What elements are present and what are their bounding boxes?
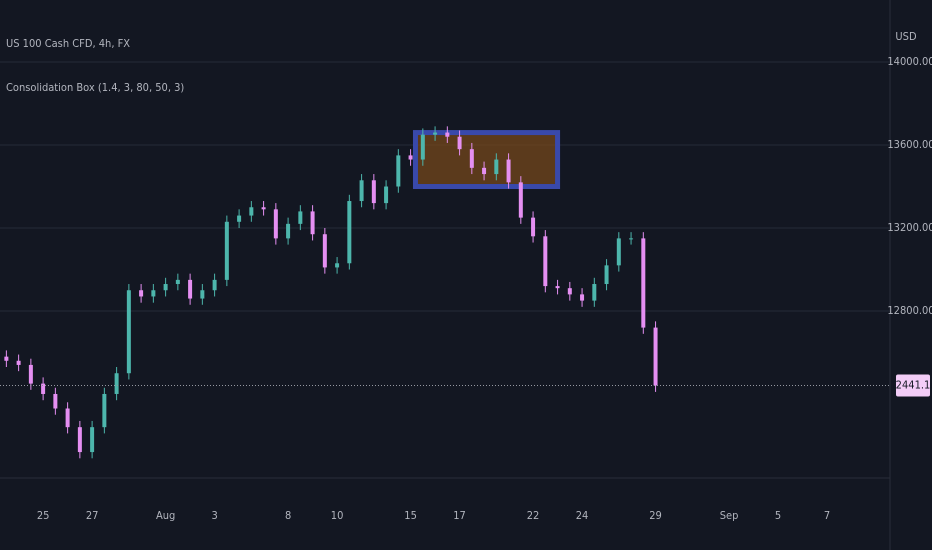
- x-tick-label: 17: [453, 509, 466, 522]
- candle-body: [567, 288, 572, 295]
- candle-body: [482, 167, 487, 175]
- y-tick-label: 12800.00: [887, 304, 932, 317]
- candle-body: [4, 356, 9, 361]
- candle-body: [212, 279, 217, 291]
- last-price-tag: [896, 374, 930, 397]
- candle-body: [335, 263, 340, 268]
- x-tick-label: 25: [37, 509, 50, 522]
- x-tick-label: Aug: [156, 509, 175, 522]
- y-tick-label: 14000.00: [887, 55, 932, 68]
- candle-body: [286, 223, 291, 239]
- x-tick-label: 27: [86, 509, 99, 522]
- last-price-label: 12441.10: [889, 378, 932, 391]
- consolidation-box: [412, 130, 561, 190]
- marks: [0, 126, 890, 459]
- x-tick-label: 29: [649, 509, 662, 522]
- candle-body: [518, 182, 523, 218]
- candle-body: [359, 180, 364, 202]
- candle-body: [28, 364, 33, 384]
- candle-body: [273, 209, 278, 239]
- candle-body: [188, 279, 193, 299]
- x-tick-label: Sep: [720, 509, 739, 522]
- candle-body: [298, 211, 303, 224]
- indicator-title: Consolidation Box (1.4, 3, 80, 50, 3): [6, 81, 184, 94]
- candle-body: [653, 327, 658, 386]
- candle-body: [531, 217, 536, 237]
- candle-body: [163, 284, 168, 291]
- candle-body: [347, 201, 352, 264]
- candle-body: [445, 132, 450, 137]
- candle-body: [53, 393, 58, 409]
- candle-body: [506, 159, 511, 183]
- x-tick-label: 10: [331, 509, 344, 522]
- candle-body: [310, 211, 315, 235]
- currency-label: USD: [895, 30, 917, 43]
- grid: [0, 61, 890, 312]
- candle-body: [114, 373, 119, 394]
- candle-body: [494, 159, 499, 175]
- candle-body: [592, 284, 597, 301]
- candle-body: [237, 215, 242, 222]
- candle-body: [322, 234, 327, 268]
- candle-body: [249, 207, 254, 216]
- candle-body: [604, 265, 609, 285]
- x-tick-label: 8: [285, 509, 291, 522]
- x-tick-label: 24: [576, 509, 589, 522]
- candle-body: [126, 290, 131, 374]
- y-tick-label: 13200.00: [887, 221, 932, 234]
- candle-body: [41, 383, 46, 394]
- candle-body: [102, 393, 107, 428]
- candle-body: [384, 186, 389, 204]
- candle-body: [469, 149, 474, 168]
- candle-body: [200, 290, 205, 299]
- candle-body: [580, 294, 585, 301]
- candle-body: [261, 207, 266, 210]
- x-tick-label: 3: [211, 509, 217, 522]
- candle-body: [408, 155, 413, 160]
- candle-body: [396, 155, 401, 187]
- x-tick-label: 7: [824, 509, 830, 522]
- x-tick-label: 5: [775, 509, 781, 522]
- candle-body: [371, 180, 376, 204]
- candle-body: [433, 132, 438, 135]
- symbol-title: US 100 Cash CFD, 4h, FX: [6, 37, 130, 50]
- candle-body: [420, 134, 425, 160]
- candle-body: [224, 221, 229, 280]
- candle-body: [151, 290, 156, 297]
- x-tick-label: 22: [527, 509, 540, 522]
- candle-body: [555, 286, 560, 289]
- candle-body: [543, 236, 548, 287]
- candle-body: [16, 360, 21, 365]
- candle-body: [629, 238, 634, 240]
- x-tick-label: 15: [404, 509, 417, 522]
- candle-body: [616, 238, 621, 266]
- candle-body: [77, 427, 82, 453]
- candle-body: [641, 238, 646, 328]
- candle-body: [457, 136, 462, 150]
- candle-body: [175, 279, 180, 285]
- candle-body: [65, 408, 70, 428]
- y-tick-label: 13600.00: [887, 138, 932, 151]
- candle-body: [90, 427, 95, 453]
- candle-body: [139, 290, 144, 297]
